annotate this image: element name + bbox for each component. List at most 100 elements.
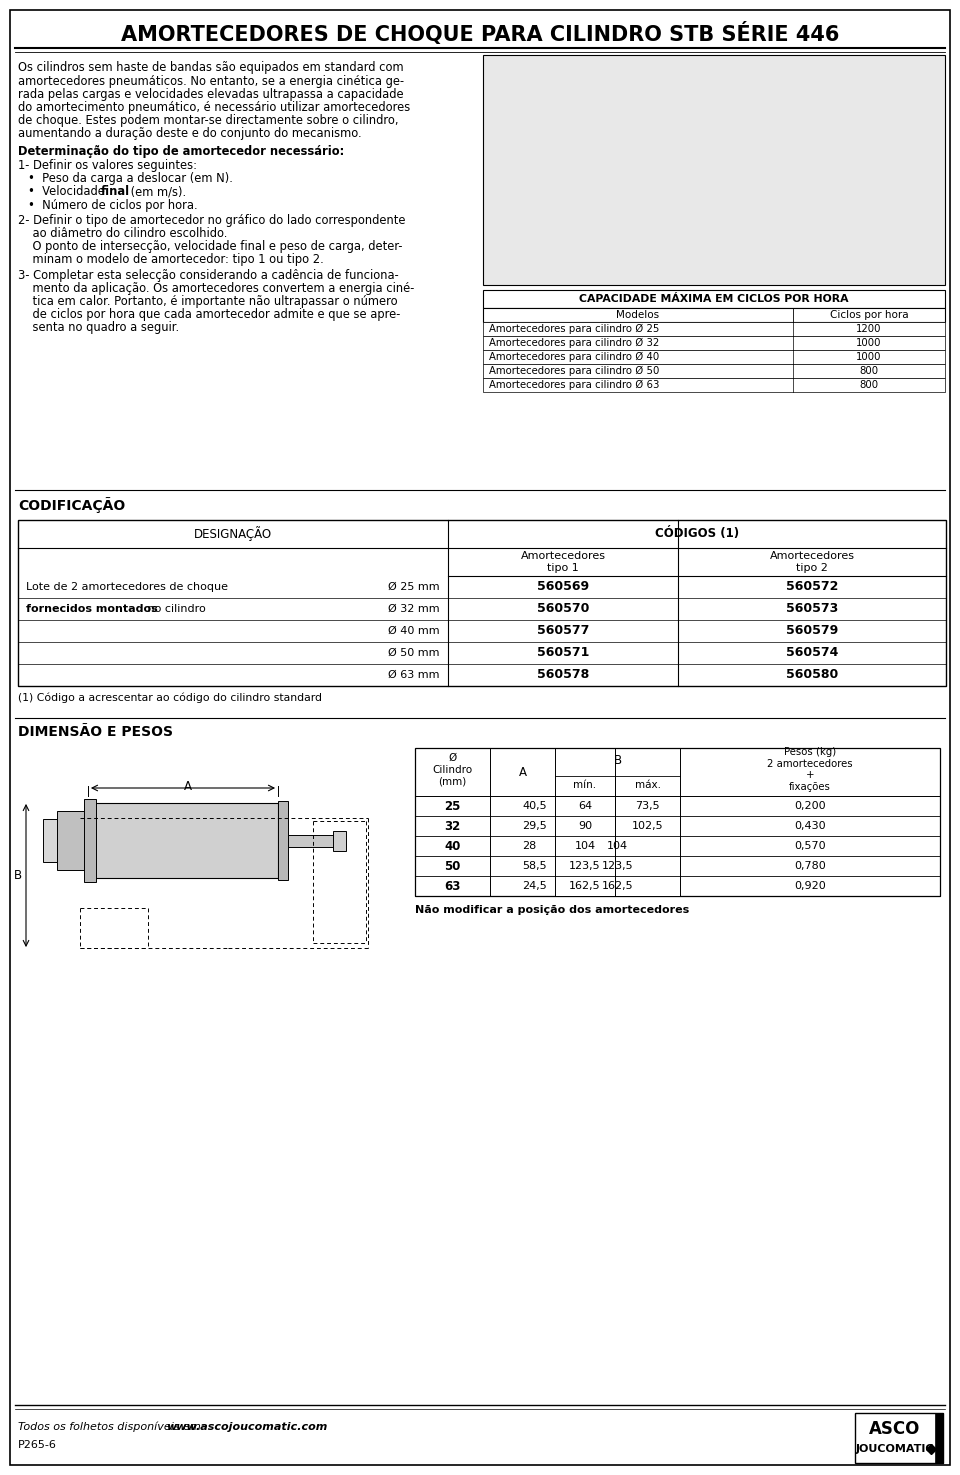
Text: (1) Código a acrescentar ao código do cilindro standard: (1) Código a acrescentar ao código do ci… — [18, 693, 322, 704]
Text: •  Velocidade: • Velocidade — [28, 186, 108, 198]
Text: 40: 40 — [444, 839, 461, 853]
Text: de choque. Estes podem montar-se directamente sobre o cilindro,: de choque. Estes podem montar-se directa… — [18, 114, 398, 127]
Text: 560574: 560574 — [786, 646, 838, 659]
Text: Amortecedores para cilindro Ø 63: Amortecedores para cilindro Ø 63 — [489, 381, 660, 389]
Text: Amortecedores para cilindro Ø 32: Amortecedores para cilindro Ø 32 — [489, 338, 660, 348]
Text: 560572: 560572 — [786, 581, 838, 593]
Bar — [556, 857, 680, 876]
Text: O ponto de intersecção, velocidade final e peso de carga, deter-: O ponto de intersecção, velocidade final… — [18, 240, 402, 254]
Text: aumentando a duração deste e do conjunto do mecanismo.: aumentando a duração deste e do conjunto… — [18, 127, 362, 140]
Text: 29,5: 29,5 — [522, 822, 547, 830]
Bar — [556, 836, 680, 856]
Text: Ø 50 mm: Ø 50 mm — [389, 648, 440, 658]
Text: fornecidos montados: fornecidos montados — [26, 603, 157, 614]
Text: 0,200: 0,200 — [794, 801, 826, 811]
Text: 40,5: 40,5 — [522, 801, 547, 811]
Bar — [18, 521, 946, 686]
Text: 560580: 560580 — [786, 668, 838, 681]
Text: 104: 104 — [574, 841, 595, 851]
Text: 63: 63 — [444, 879, 461, 892]
Text: DESIGNAÇÃO: DESIGNAÇÃO — [194, 527, 272, 541]
Text: 64: 64 — [578, 801, 592, 811]
Bar — [333, 830, 346, 851]
Text: 0,780: 0,780 — [794, 861, 826, 872]
Text: Ø
Cilindro
(mm): Ø Cilindro (mm) — [432, 754, 472, 786]
Text: 102,5: 102,5 — [632, 822, 663, 830]
Text: CAPACIDADE MÁXIMA EM CICLOS POR HORA: CAPACIDADE MÁXIMA EM CICLOS POR HORA — [579, 294, 849, 304]
Text: Amortecedores
tipo 2: Amortecedores tipo 2 — [770, 552, 854, 572]
Text: 25: 25 — [444, 799, 461, 813]
Text: CODIFICAÇÃO: CODIFICAÇÃO — [18, 497, 125, 513]
Bar — [483, 308, 945, 322]
Bar — [84, 799, 96, 882]
Text: Amortecedores para cilindro Ø 50: Amortecedores para cilindro Ø 50 — [489, 366, 660, 376]
Text: 0,920: 0,920 — [794, 881, 826, 891]
Text: 1000: 1000 — [856, 353, 881, 361]
Text: 28: 28 — [522, 841, 537, 851]
Text: Não modificar a posição dos amortecedores: Não modificar a posição dos amortecedore… — [415, 906, 689, 914]
Text: senta no quadro a seguir.: senta no quadro a seguir. — [18, 322, 180, 335]
Text: 123,5: 123,5 — [602, 861, 634, 872]
Text: final: final — [101, 186, 131, 198]
Text: 58,5: 58,5 — [522, 861, 547, 872]
Text: 560570: 560570 — [537, 602, 589, 615]
Text: Os cilindros sem haste de bandas são equipados em standard com: Os cilindros sem haste de bandas são equ… — [18, 62, 403, 75]
Text: A: A — [518, 766, 526, 779]
Text: minam o modelo de amortecedor: tipo 1 ou tipo 2.: minam o modelo de amortecedor: tipo 1 ou… — [18, 254, 324, 267]
Text: JOUCOMATIC: JOUCOMATIC — [855, 1444, 934, 1454]
Text: B: B — [613, 754, 621, 767]
Bar — [88, 802, 278, 878]
Text: 1- Definir os valores seguintes:: 1- Definir os valores seguintes: — [18, 159, 197, 173]
Text: DIMENSÃO E PESOS: DIMENSÃO E PESOS — [18, 726, 173, 739]
Bar — [278, 801, 288, 881]
Bar — [855, 1413, 943, 1463]
Text: ao diâmetro do cilindro escolhido.: ao diâmetro do cilindro escolhido. — [18, 227, 228, 240]
Text: 560578: 560578 — [537, 668, 589, 681]
Text: 800: 800 — [859, 381, 878, 389]
Text: Pesos (kg)
2 amortecedores
+
fixações: Pesos (kg) 2 amortecedores + fixações — [767, 748, 852, 792]
Bar — [483, 336, 945, 350]
Text: 162,5: 162,5 — [602, 881, 634, 891]
Text: Modelos: Modelos — [616, 310, 660, 320]
Text: 1000: 1000 — [856, 338, 881, 348]
Text: 2- Definir o tipo de amortecedor no gráfico do lado correspondente: 2- Definir o tipo de amortecedor no gráf… — [18, 214, 405, 227]
Text: P265-6: P265-6 — [18, 1440, 57, 1450]
Text: mín.: mín. — [573, 780, 596, 791]
Text: rada pelas cargas e velocidades elevadas ultrapassa a capacidade: rada pelas cargas e velocidades elevadas… — [18, 88, 403, 100]
Bar — [935, 1413, 943, 1463]
Text: 0,570: 0,570 — [794, 841, 826, 851]
Text: 50: 50 — [444, 860, 461, 873]
Text: 800: 800 — [859, 366, 878, 376]
Bar — [483, 364, 945, 378]
Text: Amortecedores
tipo 1: Amortecedores tipo 1 — [520, 552, 606, 572]
Text: Lote de 2 amortecedores de choque: Lote de 2 amortecedores de choque — [26, 583, 228, 591]
Text: 1200: 1200 — [856, 324, 881, 333]
Bar — [43, 819, 57, 861]
Text: (em m/s).: (em m/s). — [127, 186, 186, 198]
Text: 0,430: 0,430 — [794, 822, 826, 830]
Text: 560571: 560571 — [537, 646, 589, 659]
Text: 162,5: 162,5 — [569, 881, 601, 891]
Text: Ø 63 mm: Ø 63 mm — [389, 670, 440, 680]
Text: Amortecedores para cilindro Ø 40: Amortecedores para cilindro Ø 40 — [489, 353, 660, 361]
Text: no cilindro: no cilindro — [144, 603, 205, 614]
Text: Ø 25 mm: Ø 25 mm — [389, 583, 440, 591]
Text: CÓDIGOS (1): CÓDIGOS (1) — [655, 528, 739, 540]
Text: 104: 104 — [607, 841, 628, 851]
Text: 560579: 560579 — [786, 624, 838, 637]
Text: 560577: 560577 — [537, 624, 589, 637]
Bar — [483, 322, 945, 336]
Text: 24,5: 24,5 — [522, 881, 547, 891]
Text: Amortecedores para cilindro Ø 25: Amortecedores para cilindro Ø 25 — [489, 324, 660, 335]
Bar — [57, 811, 88, 870]
Text: Ø 32 mm: Ø 32 mm — [389, 603, 440, 614]
Bar — [483, 350, 945, 364]
Text: Determinação do tipo de amortecedor necessário:: Determinação do tipo de amortecedor nece… — [18, 145, 345, 158]
Text: do amortecimento pneumático, é necessário utilizar amortecedores: do amortecimento pneumático, é necessári… — [18, 102, 410, 114]
Text: Ø 40 mm: Ø 40 mm — [389, 625, 440, 636]
Bar — [483, 378, 945, 392]
Text: de ciclos por hora que cada amortecedor admite e que se apre-: de ciclos por hora que cada amortecedor … — [18, 308, 400, 322]
Text: Todos os folhetos disponíveis em:: Todos os folhetos disponíveis em: — [18, 1422, 208, 1432]
Text: 123,5: 123,5 — [569, 861, 601, 872]
Text: Ciclos por hora: Ciclos por hora — [829, 310, 908, 320]
